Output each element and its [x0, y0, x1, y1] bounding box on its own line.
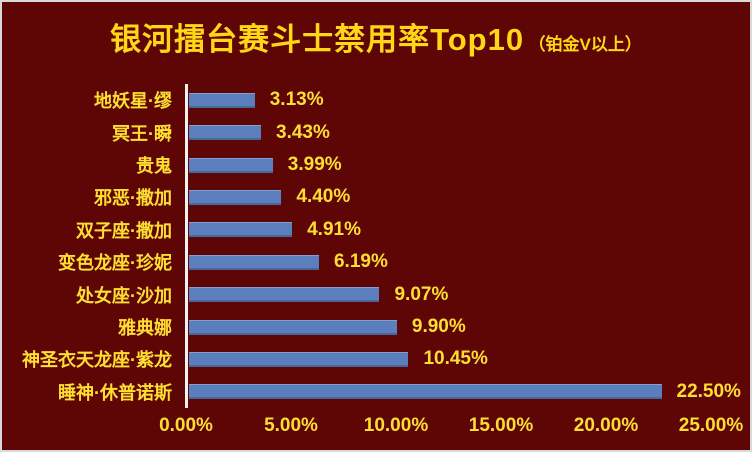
- bar-row: 处女座·沙加 9.07%: [2, 278, 750, 310]
- category-label: 地妖星·缪: [94, 91, 172, 112]
- x-axis-tick: 10.00%: [363, 415, 429, 436]
- bar-row: 邪恶·撒加 4.40%: [2, 181, 750, 213]
- chart-subtitle: （铂金V以上）: [528, 35, 642, 54]
- category-label: 双子座·撒加: [76, 220, 172, 241]
- value-label: 9.90%: [411, 316, 466, 338]
- chart-title-block: 银河擂台赛斗士禁用率Top10 （铂金V以上）: [2, 14, 750, 59]
- bar-row: 贵鬼 3.99%: [2, 149, 750, 181]
- bar: [189, 222, 293, 238]
- category-label: 睡神·休普诺斯: [58, 382, 172, 403]
- bar-row: 神圣衣天龙座·紫龙 10.45%: [2, 343, 750, 375]
- bar-row: 地妖星·缪 3.13%: [2, 84, 750, 116]
- bar-rows-container: 地妖星·缪 3.13% 冥王·瞬 3.43% 贵鬼 3.99% 邪恶·撒加 4.40% 双子座·…: [2, 84, 750, 408]
- value-label: 4.91%: [307, 218, 361, 240]
- value-label: 9.07%: [394, 283, 449, 305]
- category-label: 神圣衣天龙座·紫龙: [22, 350, 172, 371]
- value-label: 6.19%: [333, 251, 388, 273]
- category-label: 雅典娜: [118, 318, 172, 339]
- category-label: 邪恶·撒加: [94, 188, 172, 209]
- y-axis-line: [185, 84, 188, 408]
- bar: [189, 157, 273, 173]
- bar: [189, 384, 662, 400]
- bar: [189, 92, 255, 108]
- x-axis-tick: 0.00%: [159, 415, 213, 436]
- bar-row: 双子座·撒加 4.91%: [2, 214, 750, 246]
- value-label: 3.13%: [269, 89, 324, 111]
- bar: [189, 287, 380, 303]
- category-label: 冥王·瞬: [112, 123, 172, 144]
- bar-row: 睡神·休普诺斯 22.50%: [2, 376, 750, 408]
- category-label: 贵鬼: [136, 156, 172, 177]
- category-label: 处女座·沙加: [76, 285, 172, 306]
- bar-row: 变色龙座·珍妮 6.19%: [2, 246, 750, 278]
- chart-title: 银河擂台赛斗士禁用率Top10: [110, 22, 525, 57]
- value-label: 10.45%: [423, 348, 488, 370]
- bar: [189, 351, 409, 367]
- x-axis-tick: 5.00%: [264, 415, 318, 436]
- bar: [189, 319, 397, 335]
- x-axis-tick: 25.00%: [678, 415, 744, 436]
- bar: [189, 254, 319, 270]
- bar: [189, 125, 262, 141]
- value-label: 22.50%: [676, 380, 741, 402]
- x-axis-tick-labels: 0.00% 5.00% 10.00% 15.00% 20.00% 25.00%: [2, 415, 750, 439]
- x-axis-tick: 20.00%: [573, 415, 639, 436]
- category-label: 变色龙座·珍妮: [58, 253, 172, 274]
- bar-row: 雅典娜 9.90%: [2, 311, 750, 343]
- value-label: 4.40%: [296, 186, 351, 208]
- value-label: 3.99%: [287, 154, 342, 176]
- bar-row: 冥王·瞬 3.43%: [2, 116, 750, 148]
- value-label: 3.43%: [276, 121, 330, 143]
- x-axis-tick: 15.00%: [468, 415, 534, 436]
- bar: [189, 189, 282, 205]
